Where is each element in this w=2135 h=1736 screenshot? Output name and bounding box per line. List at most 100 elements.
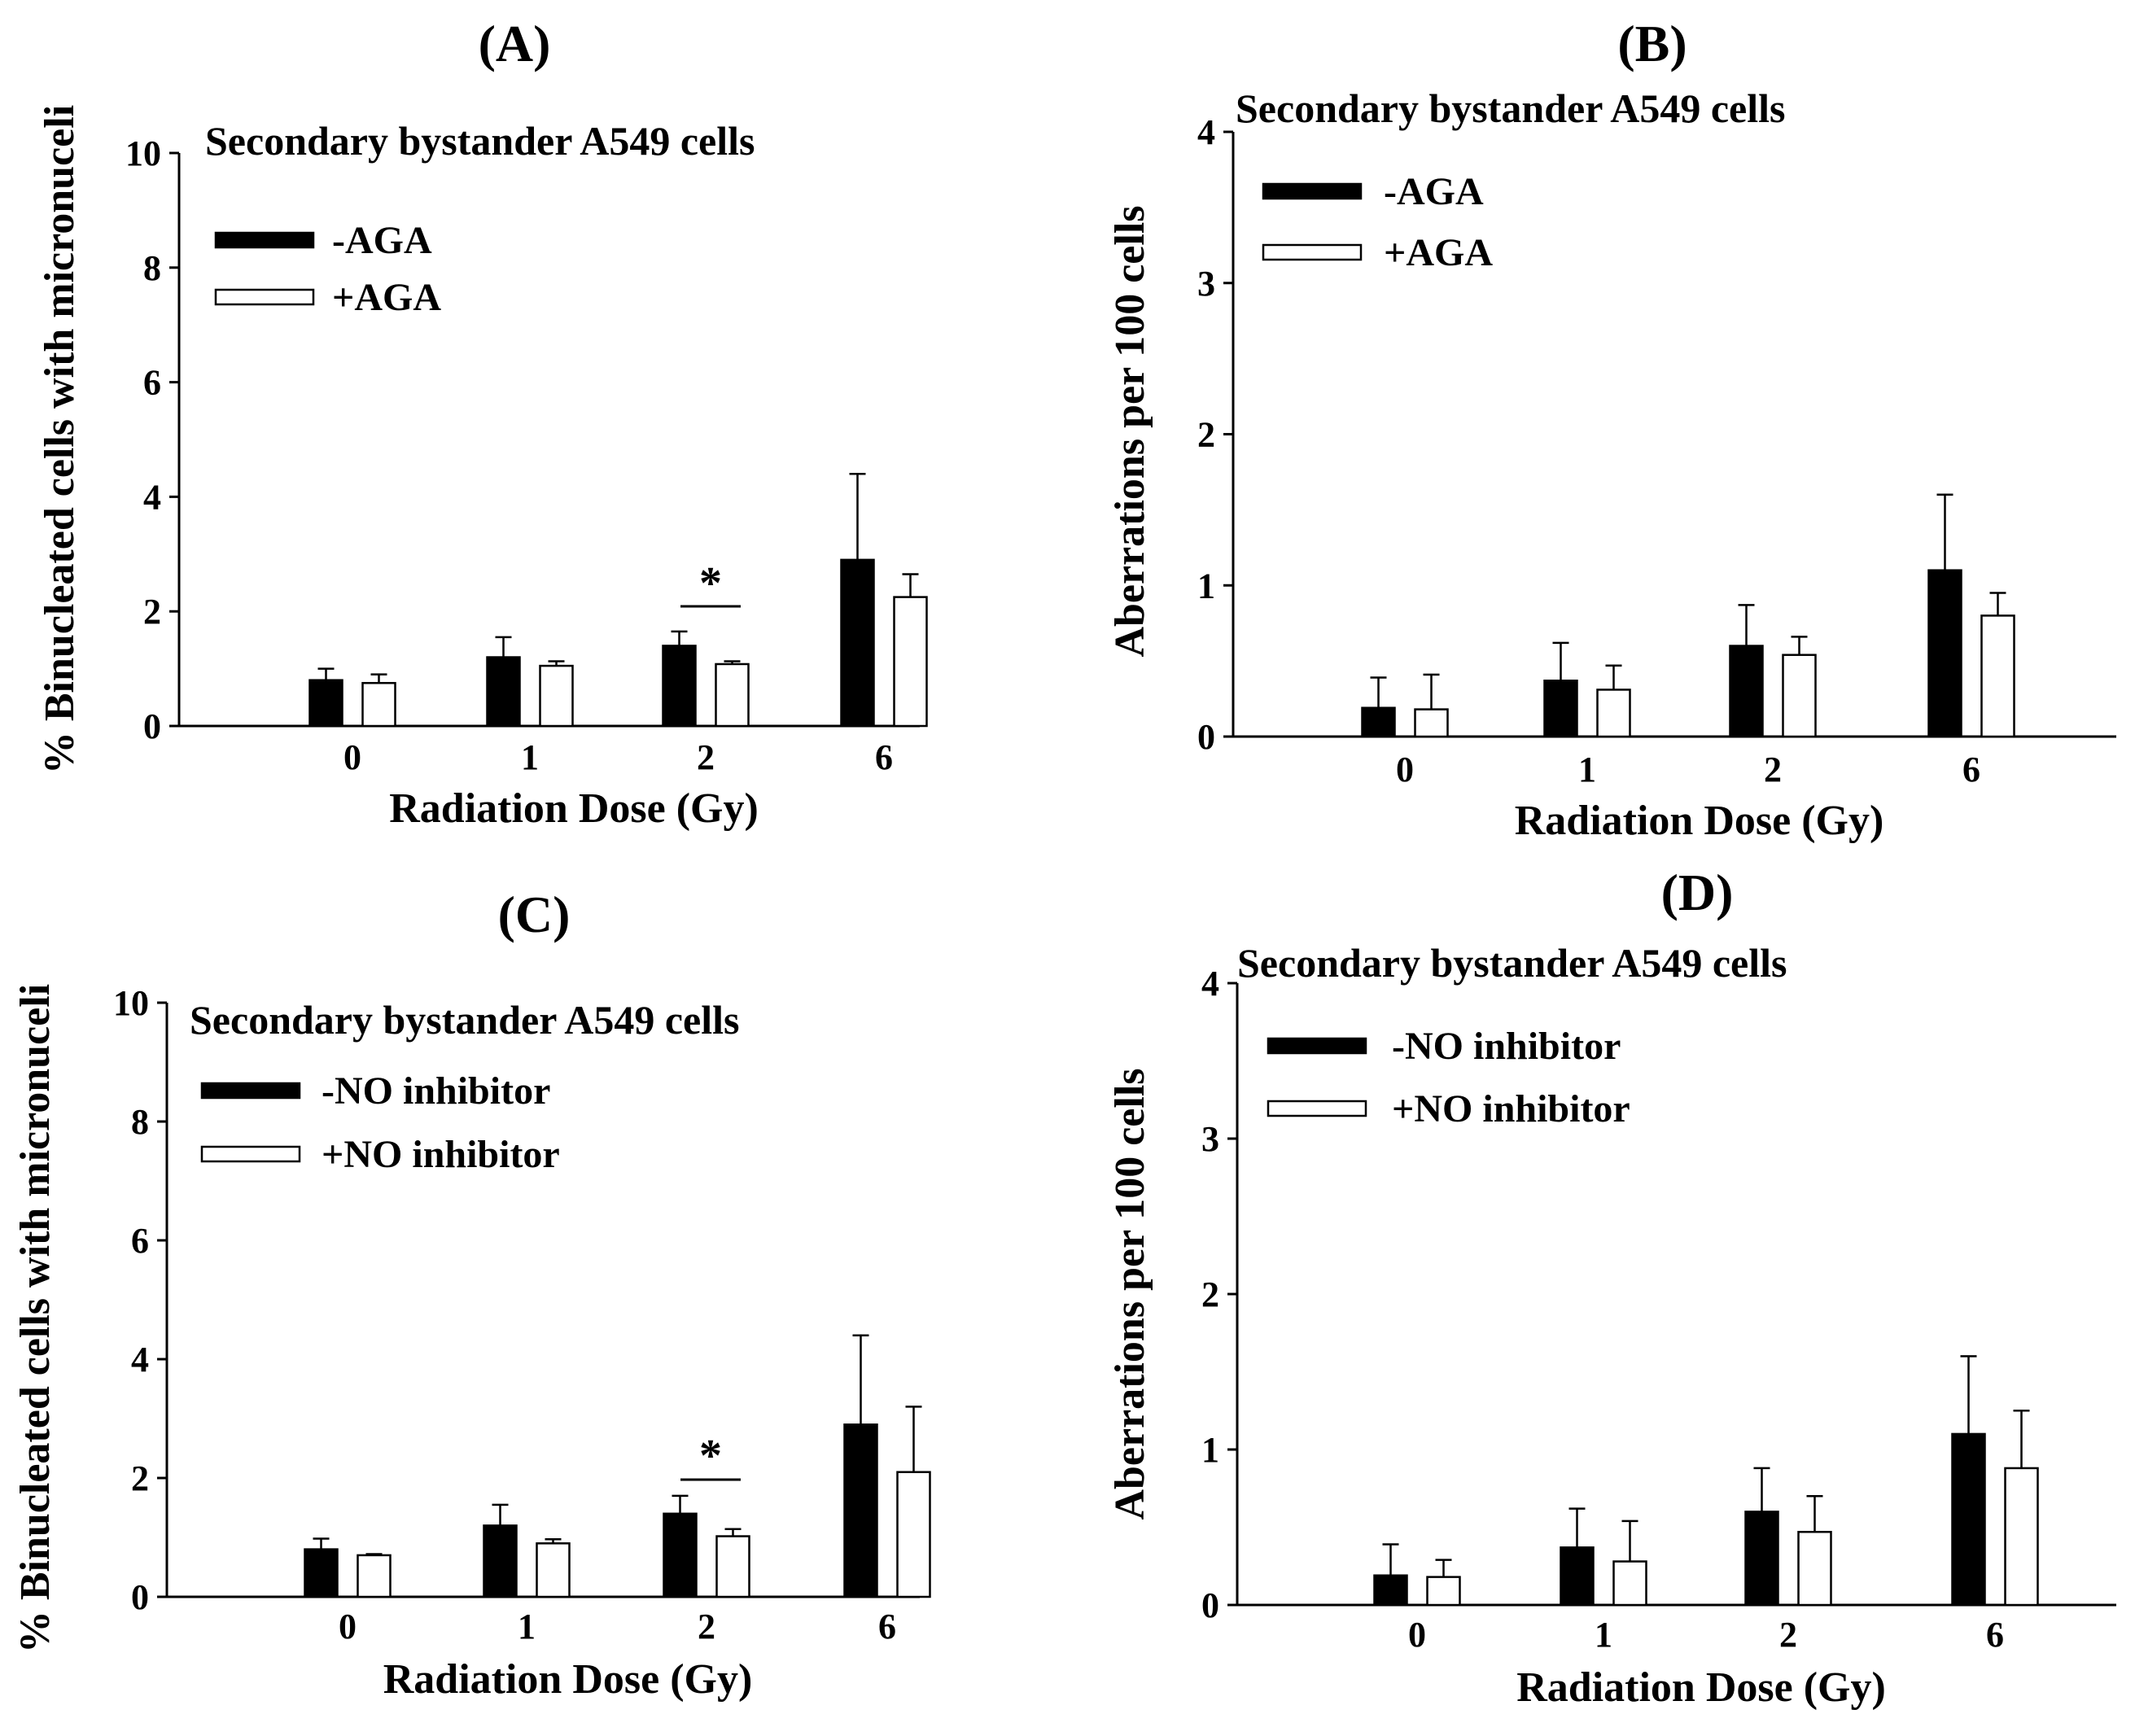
legend: -AGA +AGA bbox=[214, 219, 441, 319]
legend-label-series2: +AGA bbox=[332, 276, 441, 319]
y-tick-label: 1 bbox=[1201, 1430, 1219, 1470]
chart-title: Secondary bystander A549 cells bbox=[1236, 85, 1786, 131]
chart-title: Secondary bystander A549 cells bbox=[190, 997, 740, 1043]
legend-label-series1: -AGA bbox=[1384, 170, 1484, 213]
bar-series1-1 bbox=[1560, 1546, 1595, 1607]
panel-label: (D) bbox=[1661, 864, 1734, 921]
legend-label-series1: -AGA bbox=[332, 219, 432, 262]
chart-panel-3: (C)Secondary bystander A549 cells0246810… bbox=[12, 885, 931, 1703]
y-tick-label: 0 bbox=[1197, 717, 1215, 757]
bar-series1-6 bbox=[1927, 569, 1962, 738]
legend-swatch-series1 bbox=[214, 231, 315, 249]
bar-series2-6 bbox=[1980, 614, 2015, 738]
legend: -AGA +AGA bbox=[1262, 170, 1493, 274]
legend-label-series1: -NO inhibitor bbox=[1392, 1025, 1621, 1068]
bar-series1-2 bbox=[663, 1512, 698, 1598]
bar-series2-2 bbox=[1797, 1530, 1832, 1607]
bar-series2-6 bbox=[2004, 1467, 2039, 1607]
bar-series2-0 bbox=[357, 1554, 392, 1598]
chart-panel-4: (D) Secondary bystander A549 cells 0 1 2 3 4 0 1… bbox=[1107, 864, 2116, 1711]
x-tick-label: 2 bbox=[698, 1607, 715, 1646]
bar-series2-0 bbox=[1426, 1576, 1461, 1607]
y-tick-label: 0 bbox=[1201, 1585, 1219, 1625]
y-tick-label: 10 bbox=[125, 133, 161, 173]
bar-series1-1 bbox=[486, 656, 521, 728]
legend-swatch-series2 bbox=[1267, 1100, 1367, 1117]
legend-label-series2: +NO inhibitor bbox=[322, 1133, 560, 1176]
bar-series1-6 bbox=[1951, 1432, 1986, 1607]
x-tick-label: 0 bbox=[343, 737, 361, 777]
y-tick-label: 3 bbox=[1201, 1119, 1219, 1159]
y-tick-label: 1 bbox=[1197, 566, 1215, 606]
bar-series1-2 bbox=[1744, 1511, 1779, 1607]
y-axis-label: % Binucleated cells with micronuceli bbox=[12, 984, 59, 1653]
y-tick-label: 4 bbox=[143, 477, 161, 517]
x-tick-label: 6 bbox=[875, 737, 893, 777]
x-axis-label: Radiation Dose (Gy) bbox=[1516, 1664, 1886, 1711]
y-tick-label: 8 bbox=[131, 1102, 149, 1142]
bar-series1-2 bbox=[1729, 645, 1764, 738]
bar-series2-2 bbox=[715, 1535, 750, 1598]
x-tick-label: 0 bbox=[339, 1607, 357, 1646]
x-tick-label: 6 bbox=[878, 1607, 896, 1646]
panel-label: (B) bbox=[1617, 15, 1687, 72]
legend: -NO inhibitor +NO inhibitor bbox=[200, 1069, 560, 1176]
bar-series2-0 bbox=[361, 681, 396, 728]
y-tick-label: 0 bbox=[143, 706, 161, 746]
x-tick-label: 1 bbox=[518, 1607, 536, 1646]
chart-panel-2: (B) Secondary bystander A549 cells 0 1 2 3 4 0 1… bbox=[1107, 15, 2116, 844]
bar-series1-0 bbox=[308, 679, 343, 728]
bar-series2-1 bbox=[539, 664, 574, 728]
y-tick-label: 2 bbox=[131, 1458, 149, 1498]
y-tick-label: 10 bbox=[113, 983, 149, 1023]
panel-label: (A) bbox=[479, 15, 551, 72]
legend-swatch-series2 bbox=[1262, 243, 1363, 261]
bar-series1-2 bbox=[662, 645, 697, 728]
legend-swatch-series1 bbox=[1267, 1037, 1367, 1055]
legend-label-series1: -NO inhibitor bbox=[322, 1069, 550, 1113]
y-tick-label: 6 bbox=[131, 1221, 149, 1261]
significance-asterisk: * bbox=[699, 1431, 722, 1481]
x-tick-label: 2 bbox=[1779, 1615, 1797, 1655]
x-tick-label: 1 bbox=[521, 737, 539, 777]
panel-label: (C) bbox=[498, 885, 571, 943]
y-tick-label: 4 bbox=[131, 1340, 149, 1380]
y-tick-label: 6 bbox=[143, 363, 161, 403]
chart-title: Secondary bystander A549 cells bbox=[1237, 940, 1787, 986]
legend-label-series2: +AGA bbox=[1384, 231, 1493, 274]
x-tick-label: 6 bbox=[1986, 1615, 2004, 1655]
legend: -NO inhibitor +NO inhibitor bbox=[1267, 1025, 1630, 1130]
chart-title: Secondary bystander A549 cells bbox=[205, 118, 755, 164]
bar-series1-0 bbox=[304, 1548, 339, 1598]
bar-series2-1 bbox=[1612, 1560, 1647, 1607]
y-axis-label: Aberrations per 100 cells bbox=[1107, 205, 1153, 657]
y-tick-label: 4 bbox=[1201, 964, 1219, 1004]
bar-series1-0 bbox=[1373, 1574, 1408, 1607]
bar-series2-6 bbox=[893, 596, 928, 728]
x-tick-label: 1 bbox=[1595, 1615, 1612, 1655]
y-tick-label: 8 bbox=[143, 248, 161, 288]
y-axis-label: Aberrations per 100 cells bbox=[1107, 1068, 1153, 1520]
bar-series1-0 bbox=[1361, 706, 1396, 738]
bar-series1-6 bbox=[840, 558, 875, 728]
y-tick-label: 2 bbox=[1201, 1275, 1219, 1314]
bar-series2-1 bbox=[536, 1542, 571, 1598]
y-axis-label: % Binucleated cells with micronuceli bbox=[37, 105, 83, 774]
legend-swatch-series2 bbox=[214, 288, 315, 306]
bar-series2-0 bbox=[1414, 708, 1449, 738]
bar-series2-1 bbox=[1596, 689, 1631, 738]
y-tick-label: 0 bbox=[131, 1577, 149, 1617]
bar-series2-2 bbox=[715, 662, 750, 728]
legend-swatch-series1 bbox=[200, 1082, 301, 1100]
y-tick-label: 2 bbox=[143, 592, 161, 632]
y-tick-label: 4 bbox=[1197, 112, 1215, 152]
x-tick-label: 2 bbox=[1764, 750, 1782, 789]
significance-asterisk: * bbox=[699, 558, 722, 609]
legend-label-series2: +NO inhibitor bbox=[1392, 1087, 1630, 1130]
y-tick-label: 2 bbox=[1197, 415, 1215, 455]
bar-series1-1 bbox=[1543, 680, 1578, 738]
x-tick-label: 0 bbox=[1396, 750, 1414, 789]
x-tick-label: 2 bbox=[697, 737, 715, 777]
x-tick-label: 0 bbox=[1408, 1615, 1426, 1655]
